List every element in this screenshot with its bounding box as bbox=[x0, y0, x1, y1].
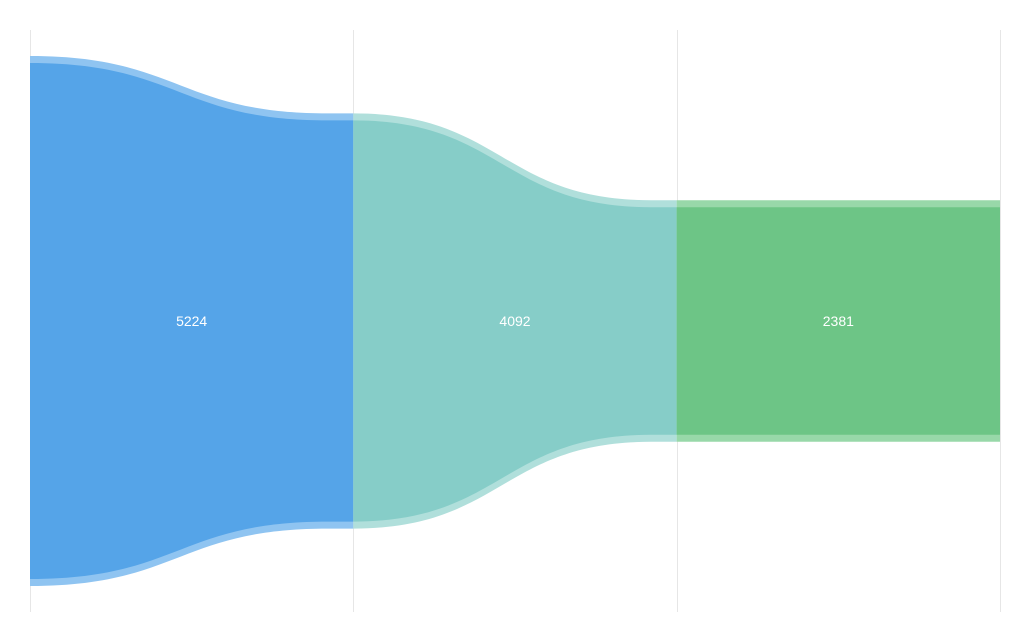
funnel-stage[interactable] bbox=[30, 56, 354, 586]
funnel-stage-body bbox=[30, 63, 354, 579]
funnel-stages bbox=[30, 56, 1000, 586]
funnel-stage[interactable] bbox=[676, 200, 1000, 442]
stage-value-label: 2381 bbox=[823, 313, 854, 329]
stage-value-label: 5224 bbox=[176, 313, 207, 329]
stage-labels: 5224 4092 2381 bbox=[176, 313, 854, 329]
funnel-stage-body bbox=[353, 120, 677, 522]
funnel-stage[interactable] bbox=[353, 113, 677, 529]
stage-value-label: 4092 bbox=[499, 313, 530, 329]
funnel-stage-body bbox=[676, 207, 1000, 435]
